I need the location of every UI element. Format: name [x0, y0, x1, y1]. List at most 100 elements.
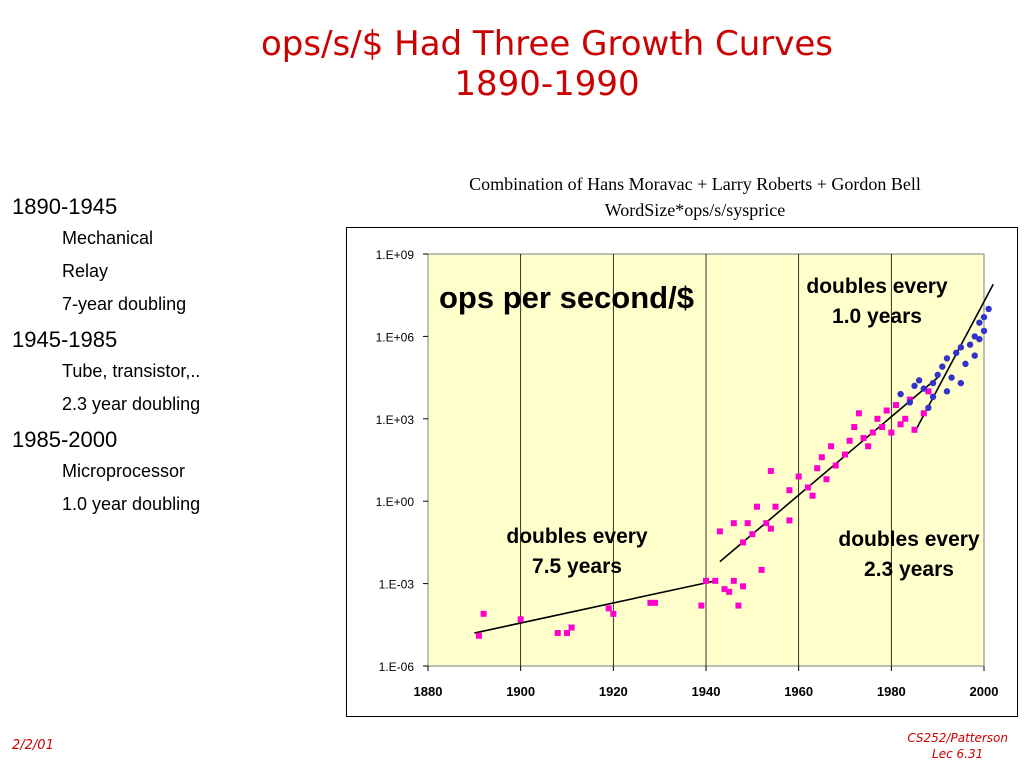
data-point	[568, 624, 575, 631]
data-point	[865, 443, 872, 450]
outline-list: 1890-1945 Mechanical Relay 7-year doubli…	[12, 194, 200, 527]
data-point	[763, 520, 770, 527]
chart-caption: Combination of Hans Moravac + Larry Robe…	[375, 171, 1015, 223]
x-tick-label: 2000	[970, 684, 999, 699]
x-tick-label: 1920	[599, 684, 628, 699]
trendline	[474, 580, 716, 634]
data-point	[726, 588, 733, 595]
data-point	[939, 363, 946, 370]
data-point	[920, 410, 927, 417]
outline-item: 7-year doubling	[62, 294, 187, 314]
x-tick-label: 1960	[784, 684, 813, 699]
x-tick-label: 1940	[692, 684, 721, 699]
outline-item: Relay	[62, 261, 109, 281]
annotation: doubles every 7.5 years	[506, 525, 648, 578]
data-point	[786, 517, 793, 524]
annotation-line: doubles every	[806, 275, 948, 298]
data-point	[966, 341, 974, 348]
footer-course-info: CS252/Patterson Lec 6.31	[907, 730, 1008, 762]
data-point	[929, 393, 937, 401]
data-point	[934, 371, 941, 379]
data-point	[740, 539, 747, 546]
title-line-1: ops/s/$ Had Three Growth Curves	[260, 24, 834, 64]
data-point	[869, 429, 876, 436]
outline-item: Tube, transistor,..	[62, 361, 201, 381]
data-point	[740, 583, 747, 590]
data-point	[842, 451, 848, 458]
data-point	[915, 377, 923, 384]
data-point	[971, 333, 978, 340]
data-point	[851, 424, 858, 431]
data-point	[480, 610, 487, 617]
annotation-line: 7.5 years	[532, 555, 622, 578]
data-point	[897, 421, 904, 428]
data-point	[943, 388, 951, 395]
data-point	[957, 344, 965, 351]
outline-heading: 1985-2000	[12, 427, 118, 452]
data-point	[730, 520, 737, 527]
data-point	[767, 525, 774, 532]
data-point	[980, 313, 988, 321]
y-tick-label: 1.E+09	[376, 248, 415, 262]
data-point	[703, 577, 709, 584]
data-point	[925, 404, 932, 412]
caption-line-1: Combination of Hans Moravac + Larry Robe…	[469, 174, 921, 194]
data-point	[772, 503, 779, 510]
data-point	[985, 305, 992, 313]
annotation-line: doubles every	[506, 525, 648, 548]
title-line-2: 1890-1990	[454, 64, 640, 104]
data-point	[879, 424, 886, 431]
data-point	[980, 327, 988, 335]
y-tick-label: 1.E+06	[376, 330, 415, 344]
data-point	[564, 630, 570, 637]
annotation-line: doubles every	[838, 528, 980, 551]
data-point	[860, 435, 867, 442]
data-point	[517, 616, 524, 623]
data-point	[698, 602, 705, 609]
annotation-line: 2.3 years	[864, 558, 954, 581]
y-tick-label: 1.E-03	[379, 578, 415, 592]
data-point	[962, 360, 969, 368]
data-point	[753, 503, 760, 510]
x-tick-label: 1880	[414, 684, 443, 699]
data-point	[911, 426, 918, 433]
data-point	[730, 577, 737, 584]
data-point	[846, 437, 853, 444]
data-point	[902, 415, 909, 422]
data-point	[943, 355, 951, 362]
chart-title: ops per second/$	[439, 280, 694, 315]
annotation: doubles every 2.3 years	[838, 528, 980, 581]
outline-item: Microprocessor	[62, 461, 186, 481]
data-point	[855, 410, 862, 417]
data-point	[832, 462, 839, 469]
data-point	[897, 390, 904, 398]
slide-title: ops/s/$ Had Three Growth Curves 1890-199…	[0, 24, 1024, 104]
data-point	[814, 465, 821, 472]
data-point	[647, 599, 654, 606]
data-point	[744, 520, 751, 527]
data-point	[652, 599, 659, 606]
data-point	[758, 566, 765, 573]
x-tick-label: 1900	[506, 684, 535, 699]
data-point	[818, 454, 825, 461]
data-point	[795, 473, 802, 480]
data-point	[948, 374, 955, 381]
data-point	[749, 531, 756, 538]
annotation: doubles every 1.0 years	[806, 275, 948, 328]
data-point	[976, 335, 983, 343]
outline-heading: 1945-1985	[12, 327, 118, 352]
data-point	[971, 352, 978, 359]
data-point	[953, 349, 960, 357]
data-point	[475, 632, 482, 639]
data-point	[906, 399, 914, 406]
data-point	[610, 610, 617, 617]
data-point	[892, 402, 899, 409]
data-point	[888, 429, 895, 436]
outline-item: Mechanical	[62, 228, 154, 248]
caption-line-2: WordSize*ops/s/sysprice	[604, 200, 786, 220]
y-tick-label: 1.E-06	[379, 660, 415, 674]
data-point	[735, 602, 742, 609]
footer-course: CS252/Patterson	[907, 731, 1008, 745]
data-point	[786, 487, 793, 494]
chart-frame: 1880 1900 1920 1940 1960 1980 2000 1.E-06 1.E-03…	[346, 227, 1018, 717]
